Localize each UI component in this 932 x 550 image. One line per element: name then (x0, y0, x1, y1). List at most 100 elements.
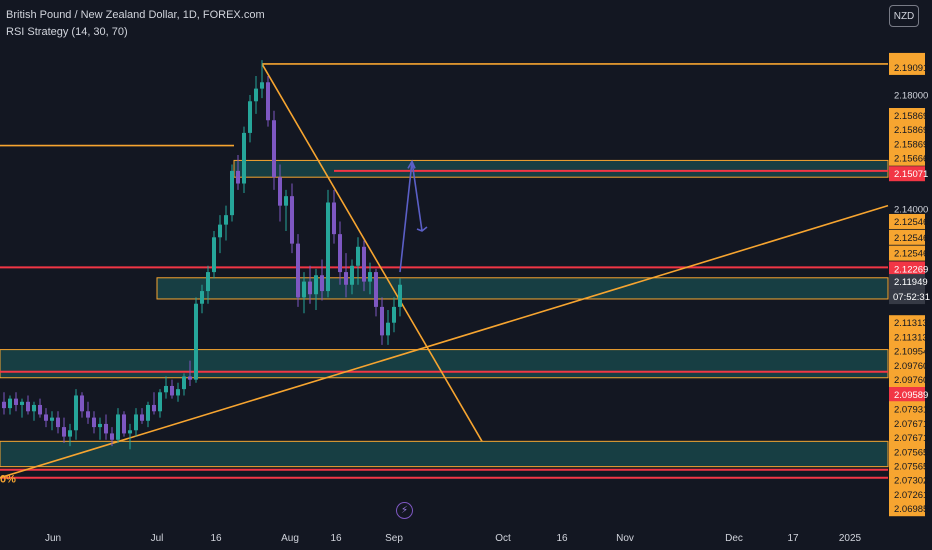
y-label-box-26 (889, 472, 925, 488)
y-axis-label-25: 2.07565 (894, 462, 928, 473)
x-tick-label-1: Jul (151, 533, 164, 544)
candle-body-12 (74, 395, 78, 431)
y-label-box-15 (889, 315, 925, 331)
candle-body-13 (80, 395, 84, 412)
candle-body-51 (308, 281, 312, 295)
x-tick-label-10: 17 (787, 533, 799, 544)
x-tick-label-11: 2025 (839, 533, 862, 544)
zone-rect-1 (156, 277, 889, 300)
trend-line-3 (0, 204, 889, 479)
candle-body-1 (8, 398, 12, 409)
candle-body-42 (254, 88, 258, 102)
y-axis-label-28: 2.06985 (894, 504, 928, 515)
candle-body-15 (92, 417, 96, 428)
candle-body-38 (230, 170, 234, 216)
candle-body-63 (380, 306, 384, 336)
candle-body-14 (86, 411, 90, 418)
y-axis-label-4: 2.15869 (894, 111, 928, 122)
x-tick-label-2: 16 (210, 533, 222, 544)
candle-body-41 (248, 101, 252, 133)
y-axis-label-9: 2.14000 (894, 204, 928, 215)
y-axis-label-12: 2.12546 (894, 249, 928, 260)
y-label-box-23 (889, 430, 925, 446)
candle-body-3 (20, 401, 24, 405)
candle-body-27 (164, 385, 168, 393)
y-axis-label-6: 2.15869 (894, 139, 928, 150)
candle-body-65 (392, 306, 396, 323)
y-label-box-22 (889, 415, 925, 431)
y-axis-label-16: 2.11313 (894, 332, 928, 343)
candle-body-19 (116, 414, 120, 440)
zone-rect-0 (233, 159, 889, 178)
indicator-label[interactable]: RSI Strategy (14, 30, 70) (6, 26, 128, 38)
candle-body-39 (236, 170, 240, 184)
candle-body-24 (146, 404, 150, 421)
candle-body-11 (68, 430, 72, 437)
y-label-box-13 (889, 261, 925, 277)
candle-body-8 (50, 417, 54, 421)
y-axis-label-7: 2.15666 (894, 154, 928, 165)
y-axis-label-5: 2.15869 (894, 125, 928, 136)
candle-body-16 (98, 423, 102, 428)
candle-body-0 (2, 401, 6, 409)
lightning-icon[interactable]: ⚡ (396, 502, 413, 519)
candle-body-59 (356, 246, 360, 266)
candle-body-4 (26, 401, 30, 412)
x-tick-label-9: Dec (725, 533, 743, 544)
y-label-box-17 (889, 343, 925, 359)
candle-body-25 (152, 404, 156, 412)
candle-body-62 (374, 272, 378, 307)
zone-rect-2 (0, 349, 889, 379)
projection-arrowhead-up (407, 159, 416, 169)
candle-body-9 (56, 417, 60, 428)
x-tick-label-3: Aug (281, 533, 299, 544)
y-label-box-8 (889, 166, 925, 182)
candle-body-56 (338, 234, 342, 273)
y-axis-label-24: 2.07565 (894, 447, 928, 458)
candle-body-54 (326, 202, 330, 292)
candle-body-34 (206, 272, 210, 292)
trend-line-2 (261, 63, 483, 442)
y-label-box-14 (889, 274, 925, 290)
y-axis-label-19: 2.09760 (894, 375, 928, 386)
y-label-box-10 (889, 213, 925, 229)
y-axis-label-17: 2.10954 (894, 347, 928, 358)
y-label-box-27 (889, 486, 925, 502)
currency-button[interactable]: NZD (889, 5, 919, 27)
candle-body-64 (386, 322, 390, 336)
candle-body-48 (290, 196, 294, 244)
y-axis-label-27: 2.07261 (894, 490, 928, 501)
candle-body-29 (176, 389, 180, 396)
candle-body-23 (140, 414, 144, 421)
y-axis-label-14: 2.11949 (894, 277, 928, 288)
x-tick-label-6: Oct (495, 533, 511, 544)
x-tick-label-0: Jun (45, 533, 61, 544)
candle-body-40 (242, 132, 246, 184)
y-label-box-4 (889, 108, 925, 124)
y-label-box-18 (889, 357, 925, 373)
y-axis-label-3: 2.18000 (894, 90, 928, 101)
x-tick-label-4: 16 (330, 533, 342, 544)
candle-body-55 (332, 202, 336, 235)
candle-body-17 (104, 423, 108, 434)
candle-body-52 (314, 275, 318, 295)
y-label-box-28 (889, 501, 925, 517)
candle-body-47 (284, 196, 288, 206)
y-label-box-24 (889, 444, 925, 460)
y-label-box-5 (889, 122, 925, 138)
candle-body-43 (260, 82, 264, 89)
candle-body-6 (38, 404, 42, 415)
candle-body-20 (122, 414, 126, 434)
candle-body-33 (200, 291, 204, 304)
candle-body-53 (320, 275, 324, 292)
candle-body-44 (266, 82, 270, 121)
candle-body-37 (224, 215, 228, 225)
candle-body-2 (14, 398, 18, 405)
candle-body-66 (398, 284, 402, 307)
projection-arrowhead-down (416, 226, 428, 232)
y-label-box-16 (889, 329, 925, 345)
countdown-box (889, 289, 925, 305)
y-axis-label-22: 2.07671 (894, 419, 928, 430)
candle-body-21 (128, 430, 132, 434)
